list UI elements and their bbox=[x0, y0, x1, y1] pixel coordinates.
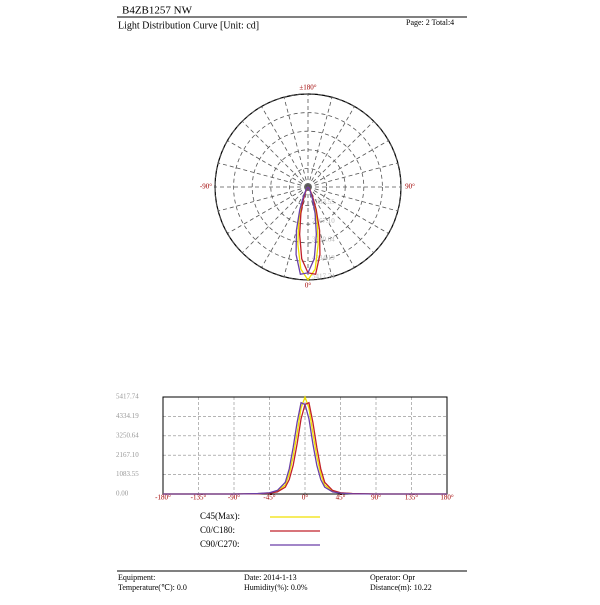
spoke bbox=[307, 106, 355, 188]
spoke bbox=[227, 140, 309, 188]
y-tick-label: 5417.74 bbox=[116, 393, 139, 401]
y-tick-label: 3250.64 bbox=[116, 431, 139, 439]
ring-label: 3250.64 bbox=[312, 235, 335, 243]
angle-label: 90° bbox=[405, 183, 415, 191]
spoke bbox=[227, 186, 309, 234]
ring bbox=[288, 167, 328, 207]
angle-label: 0° bbox=[305, 282, 312, 290]
x-tick-label: -90° bbox=[228, 494, 240, 502]
spoke bbox=[307, 162, 398, 188]
spoke bbox=[307, 97, 333, 188]
footer-text: Distance(m): 10.22 bbox=[370, 583, 432, 592]
ring bbox=[251, 130, 365, 244]
spoke bbox=[261, 106, 309, 188]
ring-label: 4334.19 bbox=[312, 254, 335, 262]
page-number: Page: 2 Total:4 bbox=[406, 18, 454, 27]
spoke bbox=[307, 140, 389, 188]
legend-label: C45(Max): bbox=[200, 511, 240, 521]
spoke bbox=[241, 186, 309, 254]
spoke bbox=[307, 186, 333, 277]
spoke bbox=[307, 186, 398, 212]
spoke bbox=[307, 186, 355, 268]
ring-label: 5417.74 bbox=[312, 273, 335, 281]
y-tick-label: 4334.19 bbox=[116, 412, 139, 420]
x-tick-label: 90° bbox=[371, 494, 381, 502]
angle-label: -90° bbox=[200, 183, 212, 191]
spoke bbox=[283, 186, 309, 277]
x-tick-label: 180° bbox=[440, 494, 454, 502]
y-tick-label: 2167.10 bbox=[116, 451, 139, 459]
ring bbox=[233, 112, 383, 262]
spoke bbox=[218, 162, 309, 188]
footer-text: Humidity(%): 0.0% bbox=[244, 583, 308, 592]
footer-text: Temperature(℃): 0.0 bbox=[118, 583, 187, 592]
footer-text: Equipment: bbox=[118, 573, 155, 582]
x-tick-label: 45° bbox=[336, 494, 346, 502]
x-tick-label: -45° bbox=[263, 494, 275, 502]
ring-label: 2167.10 bbox=[312, 217, 335, 225]
spoke bbox=[307, 186, 389, 234]
spoke bbox=[307, 120, 375, 188]
spoke bbox=[307, 186, 375, 254]
polar-curve bbox=[295, 186, 318, 275]
footer-text: Date: 2014-1-13 bbox=[244, 573, 297, 582]
legend-label: C0/C180: bbox=[200, 525, 235, 535]
spoke bbox=[261, 186, 309, 268]
doc-subtitle: Light Distribution Curve [Unit: cd] bbox=[118, 20, 259, 31]
curve bbox=[163, 401, 447, 495]
x-tick-label: -180° bbox=[155, 494, 171, 502]
x-tick-label: 135° bbox=[405, 494, 419, 502]
spoke bbox=[283, 97, 309, 188]
footer-text: Operator: Opr bbox=[370, 573, 415, 582]
y-tick-label: 1083.55 bbox=[116, 470, 139, 478]
spoke bbox=[241, 120, 309, 188]
spoke bbox=[218, 186, 309, 212]
x-tick-label: 0° bbox=[302, 494, 309, 502]
y-tick-label: 0.00 bbox=[116, 490, 129, 498]
angle-label: ±180° bbox=[299, 84, 316, 92]
x-tick-label: -135° bbox=[191, 494, 207, 502]
doc-title: B4ZB1257 NW bbox=[122, 5, 193, 17]
legend-label: C90/C270: bbox=[200, 539, 240, 549]
